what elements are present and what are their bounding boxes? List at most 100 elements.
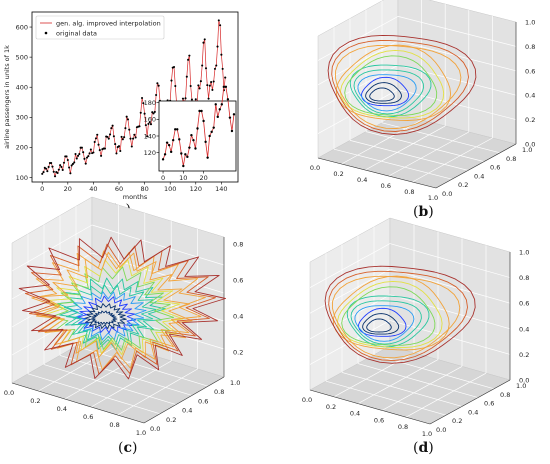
inset-y-tick-label: 120 <box>144 149 156 157</box>
data-point <box>184 97 187 100</box>
data-point <box>172 66 176 69</box>
data-point <box>66 158 69 162</box>
data-point <box>61 168 64 172</box>
data-point <box>174 84 177 88</box>
grid-line <box>38 344 119 392</box>
z-tick-label: 0.0 <box>525 141 535 149</box>
inset-data-point <box>200 109 203 113</box>
inset-y-tick-label: 180 <box>144 99 156 107</box>
z-tick-label: 1.0 <box>525 19 535 27</box>
inset-area <box>158 100 237 172</box>
data-point <box>112 135 115 138</box>
x-tick-label: 0.2 <box>30 397 40 405</box>
z-tick-label: 0.4 <box>519 325 529 333</box>
data-point <box>202 41 205 44</box>
data-point <box>185 75 188 78</box>
inset-data-point <box>206 156 209 159</box>
data-point <box>224 76 227 79</box>
data-point <box>46 170 49 173</box>
data-point <box>170 79 173 82</box>
inset-data-point <box>230 129 234 133</box>
x-axis-line <box>317 157 437 189</box>
y-tick-label: 0.0 <box>150 425 160 433</box>
data-point <box>139 111 142 114</box>
x-tick-label: 0.2 <box>333 170 343 178</box>
x-tick-label: 1.0 <box>422 430 432 438</box>
y-tick-label: 100 <box>16 174 28 182</box>
panel-label-d: (d) <box>413 440 434 456</box>
inset-data-point <box>208 134 211 138</box>
grid-line <box>117 368 198 416</box>
data-point <box>156 82 159 85</box>
data-point <box>78 152 81 156</box>
attractor-trajectory <box>70 291 147 341</box>
data-point <box>53 175 57 178</box>
grid-line <box>325 380 447 416</box>
y-axis-line <box>143 376 225 424</box>
x-tick-label: 0.6 <box>374 416 384 424</box>
y-tick-label: 0.2 <box>166 416 176 424</box>
x-tick-label: 60 <box>115 185 123 193</box>
data-point <box>208 84 211 87</box>
inset-data-point <box>216 115 219 119</box>
attractor-trajectory <box>327 34 477 135</box>
data-point <box>94 137 98 140</box>
y-tick-label: 0.0 <box>442 190 452 198</box>
data-point <box>128 128 131 131</box>
data-point <box>149 123 153 126</box>
inset-data-point <box>161 158 165 161</box>
inset-data-point <box>174 128 177 131</box>
data-point <box>45 167 48 170</box>
y-tick-label: 1.0 <box>522 146 532 154</box>
data-point <box>103 147 106 150</box>
data-point <box>93 140 96 144</box>
data-point <box>126 118 130 121</box>
inset-data-point <box>184 153 187 156</box>
inset-x-tick-label: 0 <box>161 174 165 182</box>
data-point <box>62 161 66 164</box>
grid-line <box>405 372 487 418</box>
data-point <box>212 80 215 83</box>
attractor-trajectory <box>337 280 443 349</box>
inset-data-point <box>196 127 199 130</box>
data-point <box>199 80 202 83</box>
data-point <box>83 157 86 160</box>
z-tick-label: 0.6 <box>233 276 243 284</box>
x-tick-label: 120 <box>190 185 202 193</box>
data-point <box>110 127 113 130</box>
inset-data-point <box>232 113 236 116</box>
data-point <box>125 115 128 118</box>
legend-point-swatch <box>44 31 48 35</box>
x-tick-label: 0.0 <box>310 164 320 172</box>
y-tick-label: 0.8 <box>500 391 510 399</box>
data-point <box>117 145 121 148</box>
data-point <box>129 137 132 140</box>
data-point <box>146 135 149 138</box>
attractor-trajectory <box>350 300 422 345</box>
y-tick-label: 0.2 <box>452 417 462 425</box>
inset-data-point <box>169 150 173 154</box>
data-point <box>88 152 91 155</box>
inset-x-tick-label: 10 <box>179 174 187 182</box>
x-tick-label: 100 <box>164 185 176 193</box>
grid-line <box>309 243 391 288</box>
data-point <box>51 165 54 168</box>
grid-line <box>349 140 469 171</box>
data-point <box>134 136 137 139</box>
data-point <box>142 102 145 105</box>
y-tick-label: 0.8 <box>214 388 224 396</box>
attractor-trajectory <box>344 55 438 116</box>
data-point <box>75 157 78 160</box>
data-point <box>216 45 219 48</box>
data-point <box>84 162 87 165</box>
inset-data-point <box>212 126 215 129</box>
z-tick-label: 0.6 <box>519 300 529 308</box>
attractor-trajectory <box>83 303 127 330</box>
data-point <box>119 149 122 153</box>
data-point <box>130 145 133 148</box>
grid-line <box>365 131 485 162</box>
grid-line <box>388 131 469 177</box>
data-point <box>98 149 101 152</box>
data-point <box>148 121 151 124</box>
